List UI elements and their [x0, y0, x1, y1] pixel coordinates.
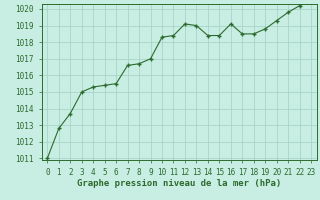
X-axis label: Graphe pression niveau de la mer (hPa): Graphe pression niveau de la mer (hPa) [77, 179, 281, 188]
